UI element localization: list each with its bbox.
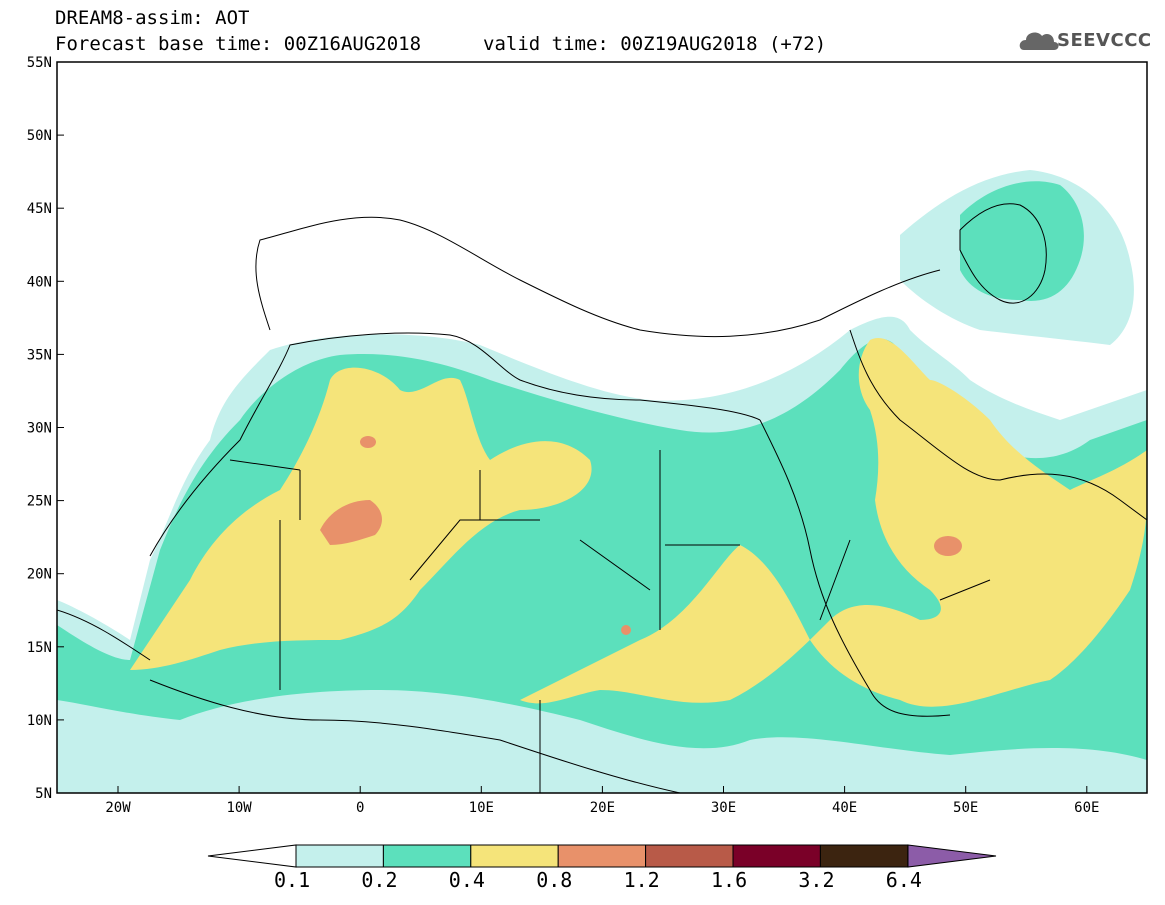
colorbar-under-arrow bbox=[207, 844, 297, 868]
lat-label: 5N bbox=[35, 786, 52, 802]
coastlines bbox=[57, 203, 1147, 793]
colorbar-box bbox=[382, 844, 472, 868]
lon-label: 10E bbox=[469, 800, 494, 816]
colorbar-label: 3.2 bbox=[798, 868, 835, 892]
colorbar-over-arrow bbox=[907, 844, 997, 868]
lat-label: 35N bbox=[27, 347, 52, 363]
colorbar-label: 0.4 bbox=[448, 868, 485, 892]
colorbar-box bbox=[819, 844, 909, 868]
lat-label: 50N bbox=[27, 128, 52, 144]
lat-label: 45N bbox=[27, 201, 52, 217]
colorbar-label: 0.2 bbox=[361, 868, 398, 892]
lat-label: 10N bbox=[27, 713, 52, 729]
lon-label: 50E bbox=[953, 800, 978, 816]
product-title: DREAM8-assim: AOT bbox=[55, 7, 250, 29]
lat-label: 20N bbox=[27, 567, 52, 583]
colorbar-label: 1.2 bbox=[623, 868, 660, 892]
colorbar-label: 6.4 bbox=[885, 868, 922, 892]
colorbar-label: 1.6 bbox=[711, 868, 748, 892]
colorbar bbox=[207, 844, 997, 868]
valid-time: valid time: 00Z19AUG2018 (+72) bbox=[483, 33, 827, 55]
colorbar-label: 0.8 bbox=[536, 868, 573, 892]
lon-label: 20E bbox=[590, 800, 615, 816]
lat-label: 40N bbox=[27, 274, 52, 290]
lat-label: 30N bbox=[27, 421, 52, 437]
colorbar-box bbox=[645, 844, 734, 868]
lat-label: 15N bbox=[27, 640, 52, 656]
cloud-logo-icon bbox=[1019, 32, 1059, 50]
colorbar-label: 0.1 bbox=[274, 868, 311, 892]
latitude-axis: 55N 50N 45N 40N 35N 30N 25N 20N 15N 10N 5N bbox=[27, 55, 64, 802]
lon-label: 10W bbox=[226, 800, 252, 816]
colorbar-box bbox=[732, 844, 821, 868]
lat-label: 25N bbox=[27, 494, 52, 510]
lon-label: 40E bbox=[832, 800, 857, 816]
colorbar-box bbox=[557, 844, 647, 868]
colorbar-box bbox=[470, 844, 559, 868]
colorbar-box bbox=[295, 844, 384, 868]
lon-label: 0 bbox=[356, 800, 364, 816]
base-time: Forecast base time: 00Z16AUG2018 bbox=[55, 33, 422, 55]
logo-text: SEEVCCC bbox=[1057, 30, 1152, 51]
lon-label: 30E bbox=[711, 800, 736, 816]
aot-contour-0.8 bbox=[320, 436, 962, 635]
lon-label: 60E bbox=[1074, 800, 1099, 816]
lat-label: 55N bbox=[27, 55, 52, 71]
lon-label: 20W bbox=[105, 800, 131, 816]
longitude-axis: 20W 10W 0 10E 20E 30E 40E 50E 60E bbox=[105, 786, 1099, 816]
